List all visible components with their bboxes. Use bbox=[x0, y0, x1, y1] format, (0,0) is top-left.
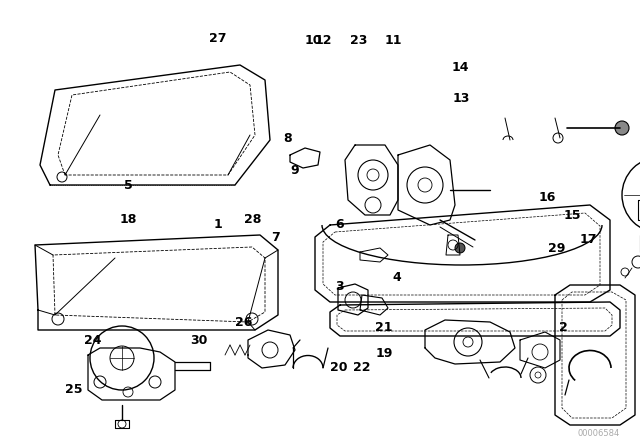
Text: 7: 7 bbox=[271, 231, 280, 244]
Text: 24: 24 bbox=[84, 334, 102, 347]
Text: 1: 1 bbox=[213, 217, 222, 231]
Circle shape bbox=[615, 121, 629, 135]
Text: 6: 6 bbox=[335, 217, 344, 231]
Text: 25: 25 bbox=[65, 383, 83, 396]
Text: 26: 26 bbox=[234, 316, 252, 329]
Text: 27: 27 bbox=[209, 31, 227, 45]
Text: 28: 28 bbox=[244, 213, 262, 226]
Text: 12: 12 bbox=[314, 34, 332, 47]
Text: 17: 17 bbox=[580, 233, 598, 246]
Text: 4: 4 bbox=[392, 271, 401, 284]
Text: 9: 9 bbox=[290, 164, 299, 177]
Text: 2: 2 bbox=[559, 320, 568, 334]
Text: 10: 10 bbox=[305, 34, 323, 47]
Circle shape bbox=[455, 243, 465, 253]
Text: 11: 11 bbox=[385, 34, 403, 47]
Text: 22: 22 bbox=[353, 361, 371, 374]
Text: 21: 21 bbox=[375, 320, 393, 334]
Text: 00006584: 00006584 bbox=[578, 429, 620, 438]
Text: 3: 3 bbox=[335, 280, 344, 293]
Text: 14: 14 bbox=[452, 60, 470, 74]
Text: 30: 30 bbox=[189, 334, 207, 347]
Text: 5: 5 bbox=[124, 179, 132, 193]
Text: 8: 8 bbox=[284, 132, 292, 146]
Text: 20: 20 bbox=[330, 361, 348, 374]
Text: 18: 18 bbox=[119, 213, 137, 226]
Text: 13: 13 bbox=[452, 92, 470, 105]
Text: 16: 16 bbox=[538, 190, 556, 204]
Text: 23: 23 bbox=[349, 34, 367, 47]
Text: 19: 19 bbox=[375, 347, 393, 361]
Text: 29: 29 bbox=[548, 242, 566, 255]
Text: 15: 15 bbox=[564, 208, 582, 222]
